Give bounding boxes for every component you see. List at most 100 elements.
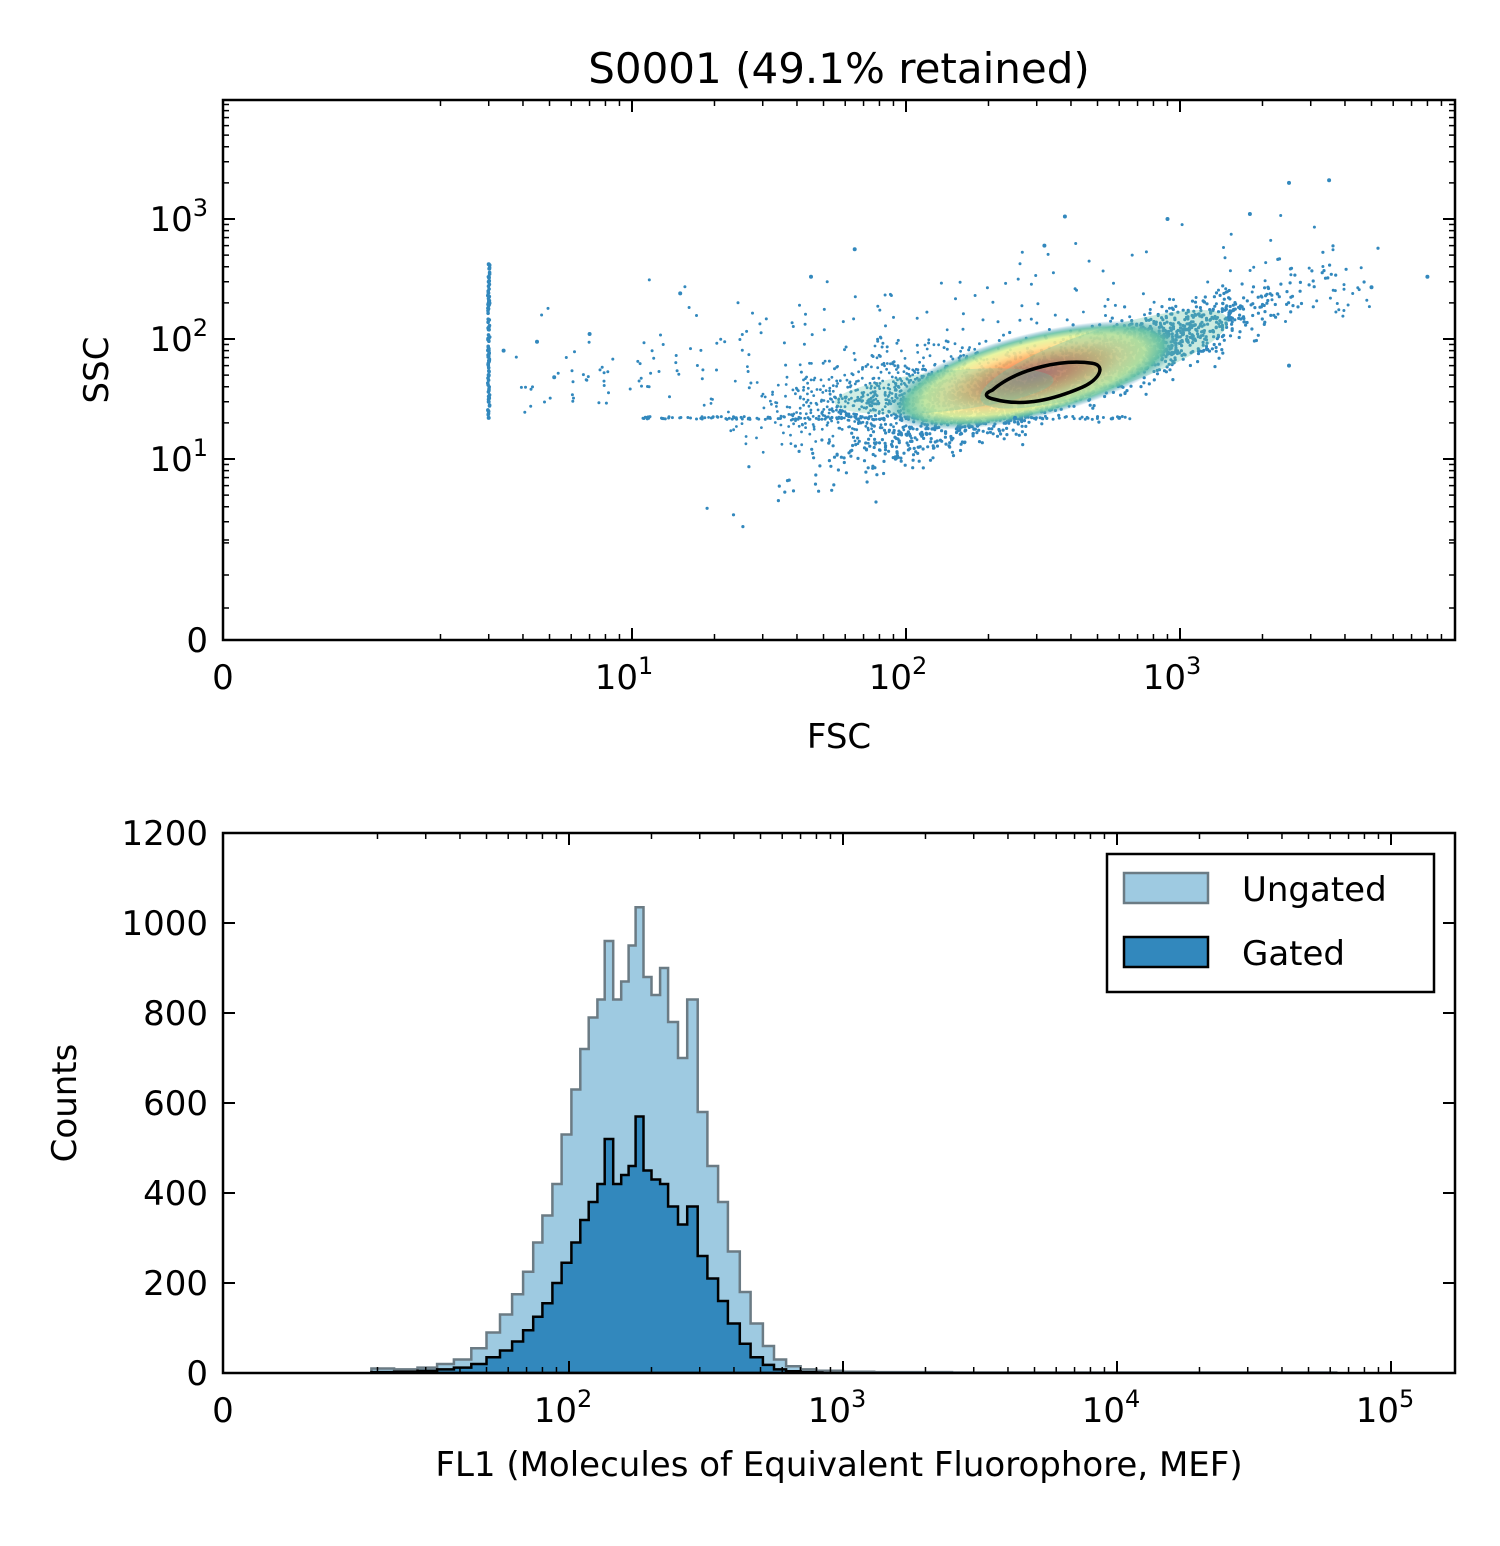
histogram-x-tick-labels: 0 102 103 104 105 <box>212 1385 1414 1431</box>
scatter-point <box>1170 312 1174 316</box>
scatter-point <box>817 489 821 493</box>
scatter-point <box>646 385 649 388</box>
scatter-point <box>883 364 886 368</box>
scatter-point <box>1088 403 1092 407</box>
scatter-point <box>888 391 892 395</box>
scatter-point <box>873 344 877 348</box>
scatter-point <box>674 354 678 357</box>
scatter-point <box>814 473 818 477</box>
scatter-point <box>846 401 850 405</box>
scatter-point <box>935 444 940 448</box>
scatter-point <box>486 275 491 279</box>
scatter-point <box>849 454 853 458</box>
scatter-point <box>903 463 907 467</box>
scatter-point <box>1270 298 1274 302</box>
scatter-point <box>1143 313 1146 317</box>
scatter-point <box>1222 297 1226 301</box>
scatter-point <box>1265 292 1269 296</box>
scatter-point <box>790 321 794 325</box>
scatter-point <box>906 430 911 434</box>
scatter-point <box>835 417 839 421</box>
scatter-point <box>764 317 768 321</box>
scatter-point <box>1335 302 1339 305</box>
scatter-point <box>855 380 858 383</box>
scatter-point <box>931 446 936 450</box>
scatter-point <box>935 439 939 443</box>
scatter-point <box>1051 417 1055 421</box>
scatter-point <box>876 399 880 403</box>
scatter-point <box>1242 296 1246 300</box>
scatter-point <box>827 459 832 463</box>
scatter-point <box>827 378 831 381</box>
scatter-point <box>811 451 815 455</box>
scatter-point <box>878 387 881 390</box>
scatter-point <box>1237 335 1241 340</box>
scatter-point <box>1359 266 1363 270</box>
scatter-point <box>1222 246 1225 249</box>
scatter-point <box>1020 424 1024 428</box>
scatter-point <box>487 266 491 271</box>
scatter-point <box>812 425 816 429</box>
scatter-point <box>866 393 870 397</box>
scatter-point <box>927 338 931 342</box>
scatter-point <box>791 417 795 421</box>
scatter-point <box>769 399 772 403</box>
scatter-point <box>918 432 923 436</box>
scatter-point <box>874 417 878 421</box>
scatter-point <box>745 329 749 333</box>
scatter-point <box>847 451 851 455</box>
scatter-point <box>887 383 891 387</box>
scatter-point <box>848 380 852 384</box>
scatter-point <box>650 349 654 353</box>
scatter-point <box>678 416 682 420</box>
scatter-point <box>826 400 830 403</box>
scatter-point <box>1272 313 1276 317</box>
scatter-point <box>892 315 895 319</box>
scatter-point <box>486 381 490 385</box>
scatter-point <box>1034 274 1038 277</box>
scatter-point <box>1293 273 1297 277</box>
scatter-point <box>967 348 971 352</box>
scatter-point <box>1196 332 1200 336</box>
scatter-point <box>896 437 900 441</box>
scatter-point <box>1251 302 1255 306</box>
scatter-point <box>882 386 886 390</box>
y-tick-label: 800 <box>143 994 208 1034</box>
scatter-point <box>1013 415 1017 420</box>
scatter-point <box>1212 295 1216 299</box>
scatter-point <box>853 420 857 423</box>
density-halo <box>834 368 1054 415</box>
scatter-point <box>732 415 735 419</box>
scatter-point <box>820 398 824 402</box>
scatter-point <box>833 395 837 399</box>
scatter-point <box>1312 285 1316 289</box>
scatter-point <box>910 439 914 443</box>
scatter-point <box>636 359 640 363</box>
scatter-point <box>830 398 833 401</box>
scatter-point <box>1169 322 1173 326</box>
scatter-point <box>1148 308 1152 311</box>
scatter-point <box>830 415 834 419</box>
scatter-point <box>546 306 550 310</box>
scatter-point <box>883 441 887 445</box>
scatter-point <box>797 415 801 419</box>
scatter-point <box>1223 308 1227 312</box>
scatter-point <box>902 428 906 432</box>
scatter-point <box>821 361 825 365</box>
scatter-point <box>1193 300 1198 304</box>
scatter-point <box>1042 243 1047 248</box>
scatter-point <box>915 438 919 442</box>
legend-swatch-ungated <box>1122 871 1210 905</box>
scatter-point <box>791 414 795 418</box>
scatter-point <box>852 412 856 416</box>
scatter-point <box>911 458 915 462</box>
scatter-point <box>777 484 781 488</box>
scatter-point <box>1201 343 1205 347</box>
scatter-point <box>637 379 641 383</box>
scatter-point <box>597 401 601 405</box>
scatter-point <box>1002 333 1005 337</box>
scatter-point <box>570 393 574 397</box>
scatter-point <box>822 328 826 332</box>
scatter-point <box>1259 305 1263 309</box>
scatter-point <box>640 384 643 388</box>
